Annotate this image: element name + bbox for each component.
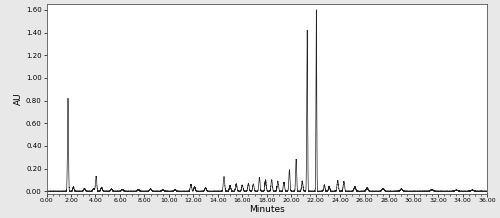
Y-axis label: AU: AU [14, 93, 23, 105]
X-axis label: Minutes: Minutes [249, 205, 284, 214]
